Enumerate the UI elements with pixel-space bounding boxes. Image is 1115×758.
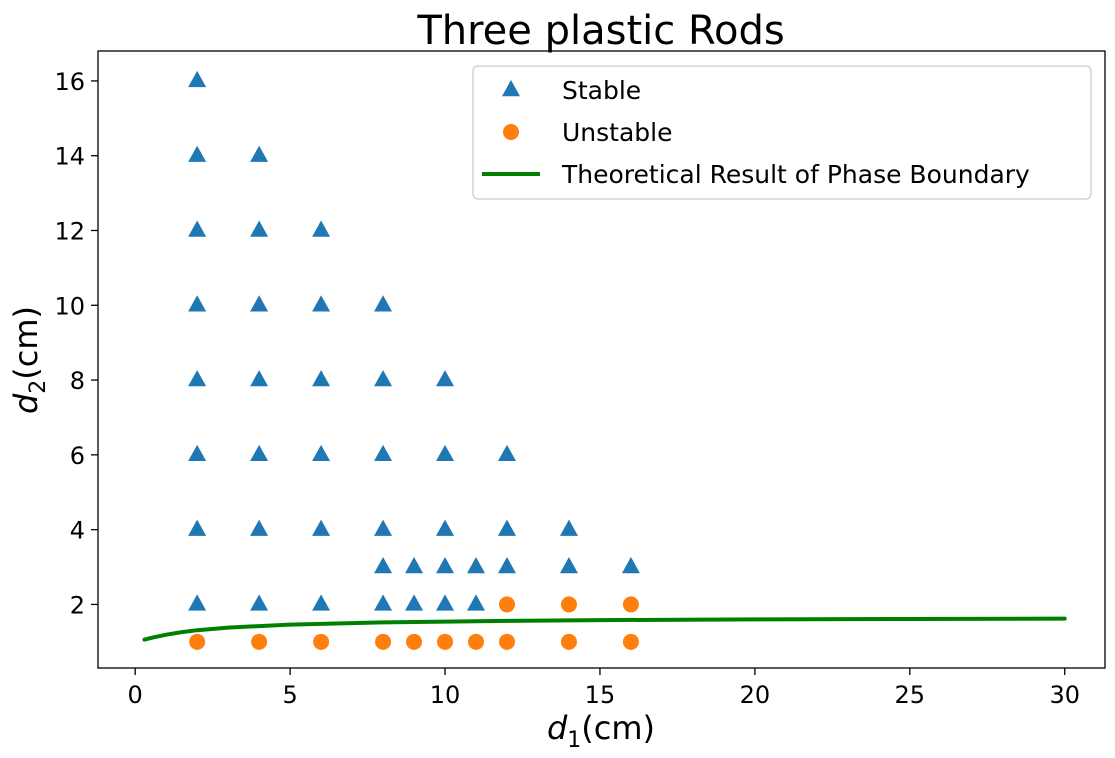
unstable-point [313,633,330,650]
stable-point [312,444,331,462]
y-tick-label: 2 [70,591,85,619]
stable-point [374,594,393,611]
stable-point [312,295,331,312]
stable-point [559,519,578,536]
legend-label: Theoretical Result of Phase Boundary [561,160,1030,189]
y-tick-label: 16 [54,68,85,96]
stable-point [312,220,331,237]
unstable-point [622,633,639,650]
stable-point [436,594,455,611]
x-axis-title: d1(cm) [547,709,655,753]
stable-point [188,519,207,536]
stable-point [467,557,486,574]
stable-point [250,145,269,162]
legend-circle-swatch [503,124,519,140]
y-tick-label: 12 [54,217,85,245]
unstable-point [406,633,423,650]
stable-point [188,295,207,312]
x-tick-label: 5 [282,681,297,709]
stable-point [374,557,393,574]
y-tick-label: 8 [70,367,85,395]
stable-point [250,444,269,462]
stable-point [188,594,207,611]
stable-point [405,594,424,611]
y-axis-title-var: d [7,393,45,414]
unstable-point [375,633,392,650]
y-axis-title-sub: 2 [26,380,51,394]
y-tick-label: 10 [54,292,85,320]
plot-frame [97,50,1106,669]
legend-label: Stable [562,76,641,105]
stable-point [497,444,516,462]
x-tick-label: 15 [585,681,616,709]
legend-box [472,65,1092,200]
x-tick-label: 10 [430,681,461,709]
x-tick-label: 0 [128,681,143,709]
x-axis-title-sub: 1 [567,728,581,753]
stable-point [188,145,207,162]
stable-point [559,557,578,574]
stable-point [312,370,331,387]
stable-point [621,557,640,574]
unstable-point [189,633,206,650]
stable-point [312,594,331,611]
stable-point [250,519,269,536]
stable-point [436,444,455,462]
legend-triangle-swatch [502,80,520,97]
y-axis-title-unit: (cm) [7,306,45,380]
chart-title: Three plastic Rods [416,8,784,54]
stable-point [188,220,207,237]
unstable-point [560,596,577,613]
y-tick-label: 4 [70,517,85,545]
y-axis: 2 4 6 8 10 12 14 16 [54,68,98,619]
stable-point [312,519,331,536]
x-axis-title-var: d [547,709,568,747]
x-tick-label: 20 [740,681,771,709]
stable-point [374,295,393,312]
x-axis-title-unit: (cm) [581,709,655,747]
stable-point [250,295,269,312]
stable-point [436,557,455,574]
stable-point [436,519,455,536]
stable-point [497,557,516,574]
legend: Stable Unstable Theoretical Result of Phas… [472,65,1092,200]
y-tick-label: 6 [70,442,85,470]
unstable-point [498,633,515,650]
phase-boundary-line [142,616,1067,642]
y-axis-title: d2(cm) [7,306,51,414]
stable-point [374,444,393,462]
stable-point [374,370,393,387]
unstable-point [251,633,268,650]
stable-point [188,70,207,88]
plot-content [142,70,1067,650]
x-axis: 0 5 10 15 20 25 30 [128,668,1080,709]
y-tick-label: 14 [54,143,85,171]
unstable-point [498,596,515,613]
stable-point [250,594,269,611]
x-tick-label: 25 [895,681,926,709]
stable-point [497,519,516,536]
stable-point [188,444,207,462]
stable-point [467,594,486,611]
stable-point [250,220,269,237]
x-tick-label: 30 [1049,681,1080,709]
stable-point [405,557,424,574]
stable-point [188,370,207,387]
unstable-point [437,633,454,650]
stable-point [374,519,393,536]
stable-point [436,370,455,387]
stable-point [250,370,269,387]
unstable-point [468,633,485,650]
unstable-point [622,596,639,613]
unstable-point [560,633,577,650]
legend-label: Unstable [562,118,673,147]
